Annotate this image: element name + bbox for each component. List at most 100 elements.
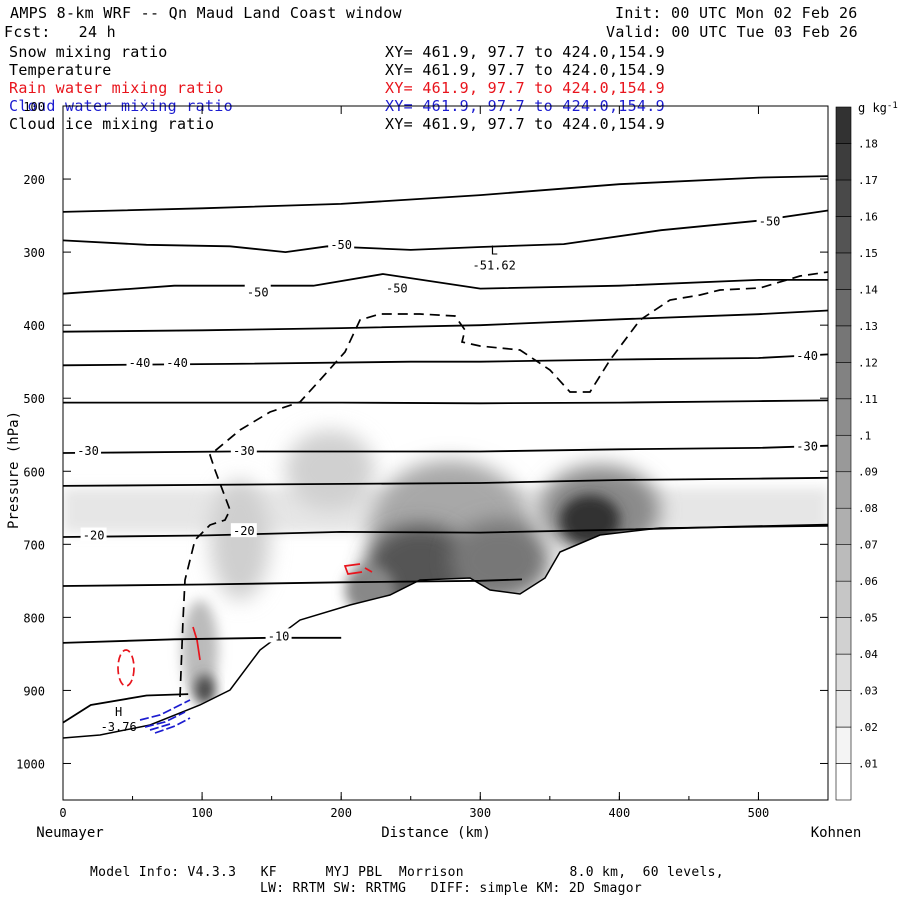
- terrain-line: [62, 525, 829, 739]
- contour-label-7: -30: [77, 444, 99, 458]
- y-tick-label-6: 700: [23, 538, 45, 552]
- contour-label-bg-8: [230, 442, 257, 457]
- contour-label-5: -40: [166, 356, 188, 370]
- colorbar-tick-0: .01: [858, 758, 878, 771]
- contour-label-bg-3: [756, 213, 783, 228]
- temperature-contour-6: [62, 444, 829, 454]
- contour-label-bg-7: [75, 442, 102, 457]
- contour-label-12: -10: [268, 629, 290, 643]
- extremum-value-0: -51.62: [473, 258, 516, 272]
- temperature-contour-7: [62, 476, 829, 487]
- y-tick-label-8: 900: [23, 684, 45, 698]
- contour-label-11: -20: [233, 524, 255, 538]
- colorbar-swatch-4: [835, 617, 852, 655]
- colorbar-tick-16: .17: [858, 174, 878, 187]
- colorbar-swatch-7: [835, 507, 852, 545]
- colorbar-swatch-13: [835, 289, 852, 327]
- colorbar-swatch-0: [835, 763, 852, 801]
- x-tick-label-3: 300: [469, 806, 491, 820]
- colorbar-swatch-8: [835, 471, 852, 509]
- temperature-contour-5: [63, 399, 829, 405]
- colorbar-swatch-14: [835, 252, 852, 290]
- init-time: Init: 00 UTC Mon 02 Feb 26: [615, 4, 858, 22]
- colorbar-tick-14: .15: [858, 247, 878, 260]
- field-name-temperature: Temperature: [9, 61, 112, 79]
- colorbar-tick-10: .11: [858, 393, 878, 406]
- x-end-label-left: Neumayer: [36, 825, 103, 841]
- contour-label-4: -40: [129, 356, 151, 370]
- rain-contour-2: [192, 563, 373, 661]
- field-name-rain: Rain water mixing ratio: [9, 79, 224, 97]
- contour-label-3: -50: [759, 214, 781, 228]
- colorbar-tick-17: .18: [858, 137, 878, 150]
- contour-label-0: -50: [330, 238, 352, 252]
- contour-label-1: -50: [247, 285, 269, 299]
- colorbar-tick-5: .06: [858, 575, 878, 588]
- temperature-contour-9: [62, 578, 523, 587]
- field-xy-temperature: XY= 461.9, 97.7 to 424.0,154.9: [385, 61, 665, 79]
- temperature-contour-1: [62, 209, 829, 254]
- x-tick-label-5: 500: [748, 806, 770, 820]
- temperature-contour-8: [62, 523, 829, 538]
- field-name-snow: Snow mixing ratio: [9, 43, 168, 61]
- colorbar-swatch-18: [835, 106, 852, 144]
- colorbar-swatch-17: [835, 143, 852, 181]
- contour-label-2: -50: [386, 282, 408, 296]
- contour-label-bg-2: [383, 280, 410, 295]
- x-axis-title: Distance (km): [381, 825, 491, 841]
- colorbar-swatch-3: [835, 653, 852, 691]
- colorbar-tick-7: .08: [858, 502, 878, 515]
- contour-label-bg-1: [244, 284, 271, 299]
- extremum-type-1: H: [115, 705, 122, 719]
- model-physics: LW: RRTM SW: RRTMG DIFF: simple KM: 2D S…: [260, 881, 642, 896]
- forecast-hour: Fcst: 24 h: [4, 23, 116, 41]
- valid-time: Valid: 00 UTC Tue 03 Feb 26: [606, 23, 858, 41]
- colorbar-tick-1: .02: [858, 721, 878, 734]
- contour-label-6: -40: [796, 349, 818, 363]
- chart-title: AMPS 8-km WRF -- Qn Maud Land Coast wind…: [10, 4, 402, 22]
- temperature-contour-10: [62, 636, 342, 644]
- colorbar-swatch-10: [835, 398, 852, 436]
- temperature-contour-0: [62, 175, 829, 213]
- x-tick-label-1: 100: [191, 806, 213, 820]
- field-xy-cloudice: XY= 461.9, 97.7 to 424.0,154.9: [385, 115, 665, 133]
- temperature-contour-4: [62, 353, 829, 367]
- colorbar-swatch-2: [835, 690, 852, 728]
- field-xy-snow: XY= 461.9, 97.7 to 424.0,154.9: [385, 43, 665, 61]
- y-tick-label-1: 200: [23, 173, 45, 187]
- terrain-mask: [63, 526, 828, 800]
- x-end-label-right: Kohnen: [811, 825, 862, 841]
- colorbar-tick-9: .1: [858, 429, 871, 442]
- colorbar-swatch-15: [835, 216, 852, 254]
- contour-label-bg-9: [794, 438, 821, 453]
- colorbar-tick-4: .05: [858, 612, 878, 625]
- y-tick-label-5: 600: [23, 465, 45, 479]
- colorbar-swatch-12: [835, 325, 852, 363]
- y-tick-label-4: 500: [23, 392, 45, 406]
- field-xy-rain: XY= 461.9, 97.7 to 424.0,154.9: [385, 79, 665, 97]
- contour-label-10: -20: [83, 529, 105, 543]
- colorbar-tick-12: .13: [858, 320, 878, 333]
- colorbar-unit: g kg-1: [858, 101, 898, 115]
- colorbar-tick-3: .04: [858, 648, 878, 661]
- colorbar-swatch-9: [835, 434, 852, 473]
- colorbar-swatch-16: [835, 179, 852, 217]
- colorbar-tick-2: .03: [858, 685, 878, 698]
- colorbar-tick-8: .09: [858, 466, 878, 479]
- contour-label-bg-11: [230, 523, 257, 538]
- y-tick-label-3: 400: [23, 319, 45, 333]
- y-tick-label-7: 800: [23, 611, 45, 625]
- x-tick-label-2: 200: [330, 806, 352, 820]
- cloud-ice-contour: [179, 271, 829, 698]
- contour-label-9: -30: [796, 439, 818, 453]
- model-info: Model Info: V4.3.3 KF MYJ PBL Morrison 8…: [90, 865, 724, 880]
- colorbar-tick-6: .07: [858, 539, 878, 552]
- colorbar-swatch-6: [835, 544, 852, 582]
- temperature-contour-3: [62, 309, 829, 333]
- colorbar-swatch-11: [835, 362, 852, 400]
- temperature-contour-11: [62, 693, 189, 724]
- contour-label-bg-5: [164, 355, 191, 370]
- x-tick-label-4: 400: [609, 806, 631, 820]
- y-tick-label-2: 300: [23, 246, 45, 260]
